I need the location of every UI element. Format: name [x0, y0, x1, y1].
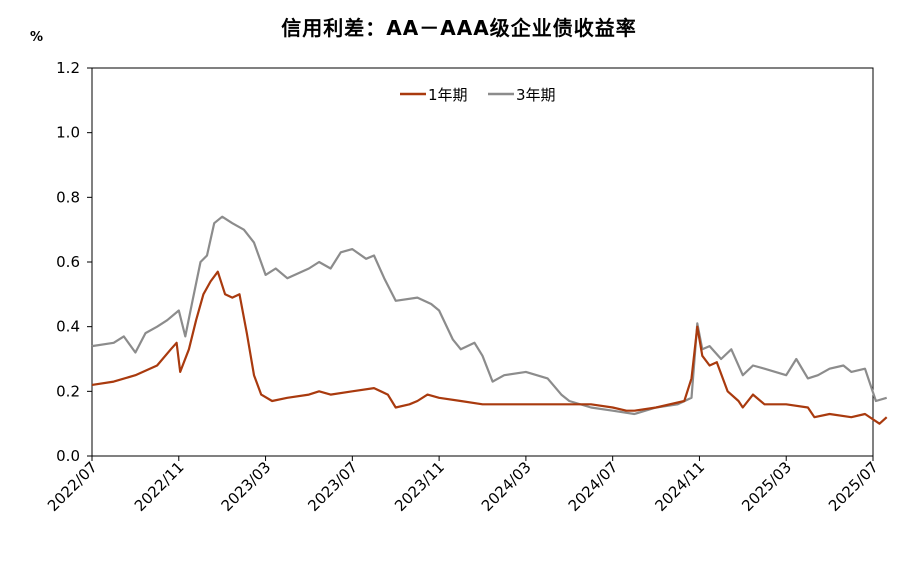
legend: 1年期 3年期	[400, 86, 556, 104]
y-tick-label: 0.4	[56, 318, 80, 336]
y-tick-label: 0.2	[56, 382, 80, 400]
y-tick-label: 0.0	[56, 447, 80, 465]
x-tick-label: 2023/11	[391, 458, 448, 515]
series-layer	[91, 215, 888, 425]
chart-title: 信用利差：AA－AAA级企业债收益率	[281, 16, 637, 40]
x-tick-label: 2024/11	[651, 458, 708, 515]
series-line-1y	[91, 270, 888, 425]
legend-label-1: 3年期	[516, 86, 556, 104]
x-tick-label: 2024/07	[565, 458, 622, 515]
x-tick-label: 2022/11	[131, 458, 188, 515]
x-tick-label: 2024/03	[478, 458, 535, 515]
x-tick-label: 2025/07	[825, 458, 882, 515]
y-tick-label: 0.6	[56, 253, 80, 271]
series-line-3y	[91, 215, 888, 416]
x-tick-label: 2023/07	[304, 458, 361, 515]
y-tick-label: 1.0	[56, 124, 80, 142]
y-axis-unit-label: %	[30, 30, 44, 45]
x-axis: 2022/07 2022/11 2023/03 2023/07 2023/11 2024/…	[44, 456, 882, 515]
x-tick-label: 2025/03	[738, 458, 795, 515]
x-tick-label: 2023/03	[218, 458, 275, 515]
x-tick-label: 2022/07	[44, 458, 101, 515]
y-tick-label: 0.8	[56, 188, 80, 206]
y-tick-label: 1.2	[56, 59, 80, 77]
y-axis: 0.0 0.2 0.4 0.6 0.8 1.0 1.2	[56, 59, 92, 465]
legend-label-0: 1年期	[428, 86, 468, 104]
